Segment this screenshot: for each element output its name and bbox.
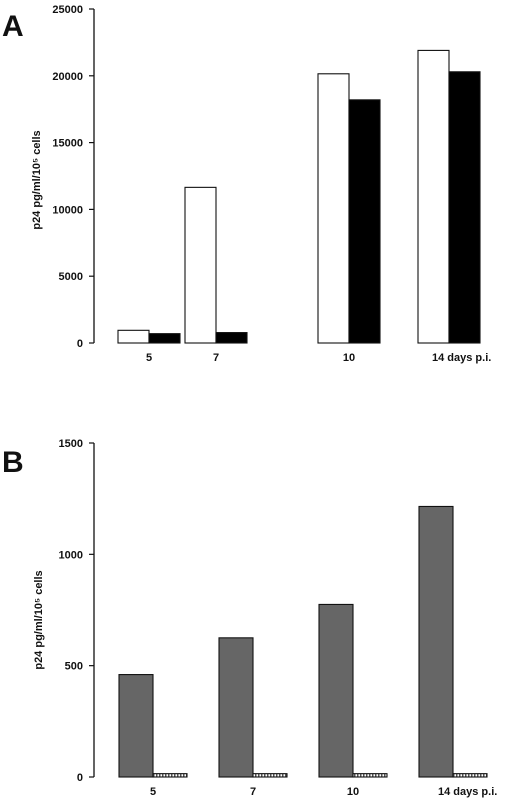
bar-series-1-10 <box>318 603 354 778</box>
y-tick-label: 1500 <box>59 438 83 450</box>
bar-series-2-7 <box>215 332 248 344</box>
x-tick-label: 10 <box>347 786 359 798</box>
panel-a: A p24 pg/ml/10⁵ cells 0 5000 10000 15000 200… <box>2 4 491 364</box>
y-tick-label: 15000 <box>52 138 83 150</box>
x-tick-label: 5 <box>150 786 156 798</box>
panel-a-letter: A <box>2 10 24 43</box>
panel-b: B p24 pg/ml/10⁵ cells 0 500 1000 1500 5 7 10 1… <box>2 438 497 798</box>
bar-series-1-7 <box>218 637 254 778</box>
panel-a-x-labels: 5 7 10 14 days p.i. <box>146 352 491 364</box>
x-tick-label: 14 days p.i. <box>438 786 497 798</box>
panel-b-y-ticks: 0 500 1000 1500 <box>59 438 94 784</box>
bar-series-2-10 <box>352 773 388 778</box>
x-tick-label: 14 days p.i. <box>432 352 491 364</box>
panel-a-bars <box>117 49 481 344</box>
panel-b-y-axis-label: p24 pg/ml/10⁵ cells <box>33 570 45 669</box>
y-tick-label: 0 <box>77 772 83 784</box>
x-tick-label: 5 <box>146 352 152 364</box>
y-tick-label: 10000 <box>52 204 83 216</box>
panel-a-y-axis-label: p24 pg/ml/10⁵ cells <box>31 130 43 229</box>
bar-series-1-5 <box>117 329 150 344</box>
panel-b-x-labels: 5 7 10 14 days p.i. <box>150 786 497 798</box>
bar-series-2-5 <box>152 773 188 778</box>
bar-series-1-5 <box>118 674 154 778</box>
x-tick-label: 7 <box>213 352 219 364</box>
y-tick-label: 1000 <box>59 549 83 561</box>
y-tick-label: 5000 <box>59 271 83 283</box>
panel-b-bars <box>118 505 488 778</box>
y-tick-label: 25000 <box>52 4 83 16</box>
x-tick-label: 7 <box>250 786 256 798</box>
bar-series-1-10 <box>317 73 350 344</box>
bar-series-1-7 <box>184 186 217 344</box>
bar-series-1-14 <box>418 505 454 778</box>
bar-series-2-14 <box>452 773 488 778</box>
bar-series-2-7 <box>252 773 288 778</box>
bar-series-1-14 <box>417 49 450 344</box>
bar-series-2-14 <box>448 71 481 344</box>
y-tick-label: 0 <box>77 338 83 350</box>
panel-a-y-ticks: 0 5000 10000 15000 20000 25000 <box>52 4 94 350</box>
bar-series-2-5 <box>148 333 181 344</box>
bar-series-2-10 <box>348 99 381 344</box>
panel-b-letter: B <box>2 446 24 479</box>
x-tick-label: 10 <box>343 352 355 364</box>
y-tick-label: 500 <box>65 661 83 673</box>
y-tick-label: 20000 <box>52 71 83 83</box>
